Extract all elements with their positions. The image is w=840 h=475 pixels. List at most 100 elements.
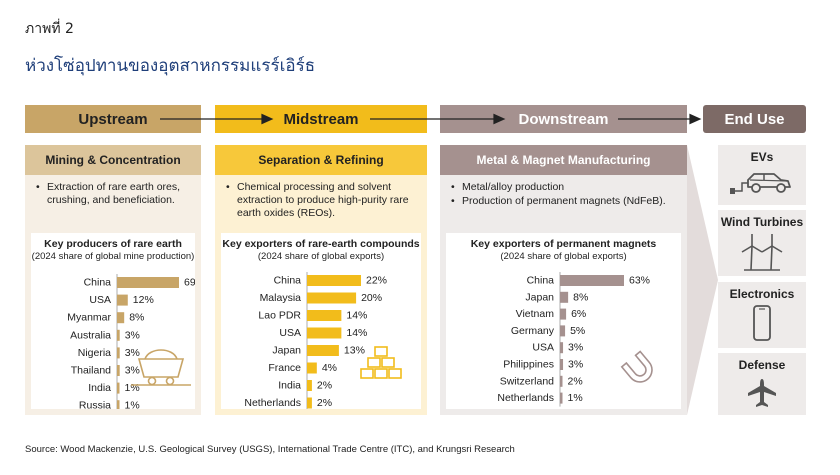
midstream-description: Chemical processing and solvent extracti… xyxy=(215,175,427,233)
midstream-category-label: USA xyxy=(279,327,301,339)
upstream-category-label: Nigeria xyxy=(78,347,111,359)
arrow-mid-to-down xyxy=(370,113,506,125)
midstream-heading: Separation & Refining xyxy=(215,145,427,175)
end-use-electronics: Electronics xyxy=(718,282,806,348)
midstream-category-label: China xyxy=(274,275,302,287)
end-use-electronics-label: Electronics xyxy=(729,287,795,301)
upstream-value-label: 69% xyxy=(184,277,195,289)
downstream-bullet: Metal/alloy production xyxy=(450,181,679,194)
downstream-bar xyxy=(560,275,624,286)
stage-upstream-label: Upstream xyxy=(78,110,148,128)
midstream-value-label: 14% xyxy=(346,327,367,339)
upstream-value-label: 3% xyxy=(125,365,140,377)
upstream-chart-title: Key producers of rare earth xyxy=(44,238,182,250)
arrow-down-to-end xyxy=(618,113,702,125)
midstream-bar xyxy=(307,275,361,286)
smartphone-icon xyxy=(753,305,771,341)
upstream-category-label: China xyxy=(84,277,112,289)
downstream-value-label: 3% xyxy=(568,342,583,354)
downstream-description: Metal/alloy production Production of per… xyxy=(440,175,687,233)
airplane-icon xyxy=(748,379,776,407)
midstream-value-label: 4% xyxy=(322,362,337,374)
upstream-chart-svg: China 69% USA 12% Myanmar 8% Australia 3% Nigeri… xyxy=(67,274,195,409)
midstream-bar xyxy=(307,292,357,304)
upstream-value-label: 3% xyxy=(125,347,140,359)
midstream-category-label: Malaysia xyxy=(260,292,302,304)
downstream-value-label: 8% xyxy=(573,291,588,303)
downstream-bar xyxy=(560,342,564,354)
midstream-bar xyxy=(307,327,342,339)
midstream-category-label: France xyxy=(268,362,301,374)
downstream-bar xyxy=(560,325,566,337)
upstream-category-label: India xyxy=(88,382,111,394)
midstream-chart-svg: China 22% Malaysia 20% Lao PDR 14% USA 14% Japan… xyxy=(244,272,402,409)
downstream-category-label: Japan xyxy=(525,291,554,303)
downstream-value-label: 5% xyxy=(570,325,585,337)
upstream-bar xyxy=(117,347,120,359)
downstream-chart-title: Key exporters of permanent magnets xyxy=(470,238,657,250)
downstream-bar xyxy=(560,392,563,404)
upstream-bar xyxy=(117,329,120,341)
midstream-bullet: Chemical processing and solvent extracti… xyxy=(225,181,419,220)
midstream-category-label: Japan xyxy=(272,345,301,357)
stage-end-use-label: End Use xyxy=(724,110,785,128)
upstream-category-label: Australia xyxy=(70,329,111,341)
end-use-panel: EVs Wind Turbines xyxy=(718,145,806,415)
figure-label: ภาพที่ 2 xyxy=(25,21,74,37)
magnet-icon xyxy=(620,350,653,383)
downstream-chart-svg: China 63% Japan 8% Vietnam 6% Germany 5% USA 3% Ph… xyxy=(497,272,653,407)
midstream-value-label: 20% xyxy=(361,292,382,304)
midstream-bar xyxy=(307,362,317,374)
downstream-chart-subtitle: (2024 share of global exports) xyxy=(500,251,627,262)
end-use-defense: Defense xyxy=(718,353,806,415)
upstream-bar xyxy=(117,400,120,409)
upstream-value-label: 1% xyxy=(125,400,140,409)
upstream-heading: Mining & Concentration xyxy=(25,145,201,175)
downstream-bullet: Production of permanent magnets (NdFeB). xyxy=(450,195,679,208)
stage-downstream-label: Downstream xyxy=(518,110,609,128)
downstream-category-label: Germany xyxy=(511,325,555,337)
upstream-category-label: Russia xyxy=(79,400,111,409)
midstream-panel: Separation & Refining Chemical processin… xyxy=(215,145,427,415)
midstream-value-label: 13% xyxy=(344,345,365,357)
downstream-category-label: Switzerland xyxy=(500,375,554,387)
midstream-category-label: India xyxy=(278,380,301,392)
downstream-bar xyxy=(560,308,567,320)
downstream-bar xyxy=(560,375,563,387)
midstream-bar xyxy=(307,310,342,321)
upstream-bar xyxy=(117,277,179,288)
car-icon xyxy=(730,173,791,194)
upstream-bar xyxy=(117,294,128,306)
midstream-category-label: Netherlands xyxy=(244,397,301,409)
downstream-heading: Metal & Magnet Manufacturing xyxy=(440,145,687,175)
stage-midstream-label: Midstream xyxy=(283,110,359,128)
figure-title: ห่วงโซ่อุปทานของอุตสาหกรรมแรร์เอิร์ธ xyxy=(25,56,316,76)
end-use-wind-turbines-label: Wind Turbines xyxy=(720,215,804,229)
downstream-to-end-use-wedge xyxy=(687,145,718,415)
midstream-bar xyxy=(307,345,339,356)
midstream-value-label: 14% xyxy=(346,310,367,322)
upstream-bar xyxy=(117,365,120,376)
midstream-value-label: 22% xyxy=(366,275,387,287)
upstream-bullet: Extraction of rare earth ores, crushing,… xyxy=(35,181,193,207)
downstream-chart: China 63% Japan 8% Vietnam 6% Germany 5% USA 3% Ph… xyxy=(446,233,681,409)
end-use-wind-turbines: Wind Turbines xyxy=(718,210,806,276)
upstream-value-label: 8% xyxy=(129,312,144,324)
upstream-chart-subtitle: (2024 share of global mine production) xyxy=(31,251,195,262)
end-use-defense-label: Defense xyxy=(738,358,786,372)
midstream-category-label: Lao PDR xyxy=(258,310,301,322)
arrow-up-to-mid xyxy=(160,113,274,125)
stacked-bars-icon xyxy=(360,346,402,379)
mine-cart-icon xyxy=(131,349,191,386)
downstream-category-label: China xyxy=(527,275,555,287)
upstream-description: Extraction of rare earth ores, crushing,… xyxy=(25,175,201,233)
midstream-chart: China 22% Malaysia 20% Lao PDR 14% USA 14% Japan… xyxy=(221,233,421,409)
upstream-value-label: 12% xyxy=(133,294,154,306)
stage-end-use: End Use xyxy=(703,105,806,133)
upstream-category-label: Myanmar xyxy=(67,312,111,324)
downstream-value-label: 1% xyxy=(568,392,583,404)
downstream-category-label: Vietnam xyxy=(516,308,555,320)
upstream-bar xyxy=(117,312,125,324)
upstream-bar xyxy=(117,382,120,394)
